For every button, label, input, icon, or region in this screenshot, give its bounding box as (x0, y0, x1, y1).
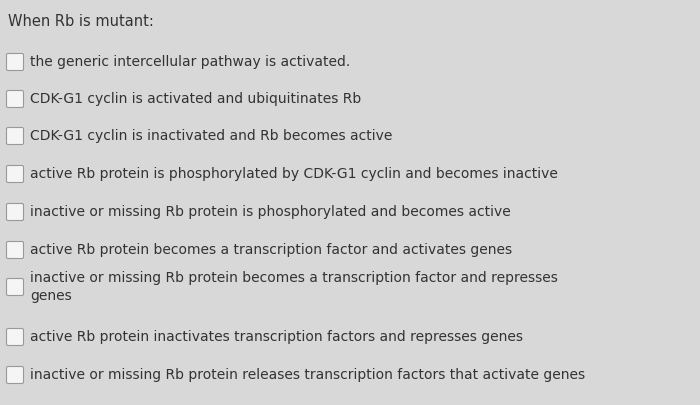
FancyBboxPatch shape (6, 128, 24, 145)
FancyBboxPatch shape (6, 241, 24, 258)
Text: inactive or missing Rb protein is phosphorylated and becomes active: inactive or missing Rb protein is phosph… (30, 205, 511, 219)
Text: inactive or missing Rb protein releases transcription factors that activate gene: inactive or missing Rb protein releases … (30, 368, 585, 382)
Text: active Rb protein inactivates transcription factors and represses genes: active Rb protein inactivates transcript… (30, 330, 523, 344)
Text: When Rb is mutant:: When Rb is mutant: (8, 14, 154, 29)
Text: the generic intercellular pathway is activated.: the generic intercellular pathway is act… (30, 55, 350, 69)
FancyBboxPatch shape (6, 53, 24, 70)
FancyBboxPatch shape (6, 203, 24, 220)
Text: active Rb protein is phosphorylated by CDK-G1 cyclin and becomes inactive: active Rb protein is phosphorylated by C… (30, 167, 558, 181)
FancyBboxPatch shape (6, 367, 24, 384)
Text: active Rb protein becomes a transcription factor and activates genes: active Rb protein becomes a transcriptio… (30, 243, 512, 257)
Text: inactive or missing Rb protein becomes a transcription factor and represses
gene: inactive or missing Rb protein becomes a… (30, 271, 558, 303)
FancyBboxPatch shape (6, 279, 24, 296)
FancyBboxPatch shape (6, 328, 24, 345)
FancyBboxPatch shape (6, 90, 24, 107)
Text: CDK-G1 cyclin is activated and ubiquitinates Rb: CDK-G1 cyclin is activated and ubiquitin… (30, 92, 361, 106)
Text: CDK-G1 cyclin is inactivated and Rb becomes active: CDK-G1 cyclin is inactivated and Rb beco… (30, 129, 393, 143)
FancyBboxPatch shape (6, 166, 24, 183)
